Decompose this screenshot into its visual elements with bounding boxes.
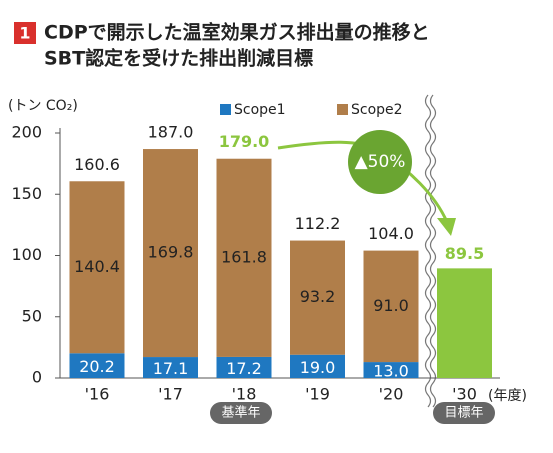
badge [210,402,272,424]
x-tick-label: '19 [305,385,330,404]
bar-segment [363,250,419,363]
y-tick-label: 50 [22,306,42,325]
bar-segment [69,353,125,378]
value-label: 93.2 [300,287,336,306]
target-label: 89.5 [445,244,484,263]
y-axis-label: (トン CO₂) [8,98,78,114]
x-tick-label: '16 [85,385,110,404]
arrow-head [437,218,456,236]
bar-segment [216,158,272,357]
x-axis-label: (年度) [488,388,527,404]
badge [433,402,495,424]
value-label: 19.0 [300,358,336,377]
x-tick-label: '17 [158,385,183,404]
reduction-circle [348,130,412,194]
value-label: 17.1 [153,359,189,378]
value-label: 20.2 [79,357,115,376]
bar-segment [363,362,419,378]
y-tick-label: 100 [11,245,42,264]
section-number: 1 [19,24,30,43]
title: CDPで開示した温室効果ガス排出量の推移と [44,21,430,44]
value-label: 17.2 [226,359,262,378]
value-label: 91.0 [373,296,409,315]
base-year-badge: 基準年 [221,405,260,421]
reduction-label: ▲50% [355,152,406,172]
total-label: 187.0 [148,122,194,141]
total-label: 179.0 [219,132,270,151]
axis-break [429,94,437,408]
y-tick-label: 200 [11,123,42,142]
value-label: 13.0 [373,362,409,381]
bar-segment [143,149,198,358]
bar-segment [216,356,272,378]
bar-segment [143,357,198,378]
title: SBT認定を受けた排出削減目標 [44,47,313,70]
section-box [14,22,36,44]
x-tick-label: '30 [452,385,477,404]
target-bar [437,268,492,378]
legend-label: Scope2 [351,102,403,118]
total-label: 104.0 [368,224,414,243]
value-label: 169.8 [148,243,194,262]
bar-segment [290,240,345,355]
legend-swatch [220,104,231,115]
total-label: 112.2 [295,214,341,233]
y-tick-label: 0 [32,368,42,387]
x-tick-label: '18 [232,385,257,404]
x-tick-label: '20 [379,385,404,404]
target-year-badge: 目標年 [444,406,483,421]
y-tick-label: 150 [11,184,42,203]
legend-label: Scope1 [234,102,286,118]
value-label: 161.8 [221,247,267,266]
total-label: 160.6 [74,155,120,174]
bar-segment [290,354,345,378]
value-label: 140.4 [74,257,120,276]
legend-swatch [337,104,348,115]
bar-segment [69,181,125,354]
axis-break [424,94,432,408]
